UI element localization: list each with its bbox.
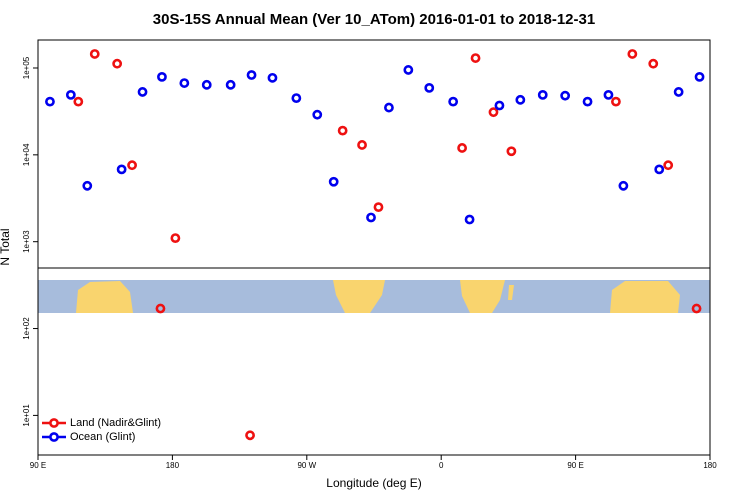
- data-point: [618, 180, 629, 191]
- legend-marker: [49, 432, 59, 442]
- data-point: [560, 90, 571, 101]
- data-point: [694, 71, 705, 82]
- data-point: [116, 164, 127, 175]
- data-point: [488, 107, 499, 118]
- data-point: [201, 79, 212, 90]
- plot-frame: [37, 39, 711, 456]
- data-point: [291, 93, 302, 104]
- y-tick-label: 1e+05: [22, 56, 31, 79]
- data-point: [312, 109, 323, 120]
- data-point: [673, 87, 684, 97]
- x-tick-label: 180: [703, 461, 717, 470]
- data-point: [470, 53, 481, 63]
- data-point: [89, 49, 100, 59]
- legend-label: Land (Nadir&Glint): [70, 417, 161, 429]
- data-point: [603, 89, 614, 100]
- data-point: [663, 160, 674, 171]
- x-tick-label: 90 E: [567, 461, 583, 470]
- data-point: [403, 65, 414, 75]
- y-tick-label: 1e+02: [22, 317, 31, 340]
- data-point: [384, 102, 394, 113]
- data-point: [328, 176, 339, 187]
- data-point: [337, 125, 348, 136]
- chart-title: 30S-15S Annual Mean (Ver 10_ATom) 2016-0…: [153, 11, 595, 28]
- y-tick-label: 1e+03: [22, 230, 31, 253]
- data-point: [464, 214, 475, 225]
- data-point: [45, 96, 55, 107]
- data-point: [157, 71, 167, 82]
- data-point: [506, 146, 517, 157]
- data-point: [267, 72, 278, 83]
- data-point: [494, 100, 505, 111]
- data-point: [155, 303, 166, 314]
- data-point: [515, 94, 526, 105]
- data-point: [245, 430, 255, 441]
- x-axis-label: Longitude (deg E): [326, 476, 421, 490]
- data-point: [65, 89, 76, 100]
- data-point: [373, 202, 384, 213]
- x-tick-label: 90 E: [30, 461, 46, 470]
- y-tick-label: 1e+01: [22, 404, 31, 427]
- data-point: [448, 96, 459, 107]
- map-strip: [38, 280, 710, 313]
- data-point: [73, 96, 84, 107]
- data-point: [691, 303, 702, 314]
- data-point: [582, 96, 593, 107]
- data-point: [82, 180, 93, 191]
- legend-marker: [49, 418, 59, 428]
- data-point: [537, 89, 548, 100]
- x-tick-label: 180: [166, 461, 180, 470]
- data-point: [648, 58, 659, 69]
- data-point: [424, 82, 435, 93]
- x-tick-label: 90 W: [297, 461, 316, 470]
- data-point: [357, 140, 367, 150]
- x-tick-label: 0: [439, 461, 444, 470]
- data-point: [457, 143, 468, 153]
- data-point: [627, 49, 638, 59]
- y-tick-label: 1e+04: [22, 143, 31, 166]
- y-axis-label: N Total: [0, 228, 12, 265]
- data-point: [127, 160, 137, 171]
- data-point: [170, 233, 181, 243]
- data-point: [137, 87, 148, 97]
- legend-label: Ocean (Glint): [70, 431, 135, 443]
- data-point: [246, 70, 257, 80]
- data-point: [366, 212, 376, 223]
- data-point: [225, 79, 236, 90]
- data-point: [611, 96, 621, 107]
- data-point: [112, 58, 123, 69]
- data-point: [654, 164, 665, 175]
- data-point: [179, 78, 190, 88]
